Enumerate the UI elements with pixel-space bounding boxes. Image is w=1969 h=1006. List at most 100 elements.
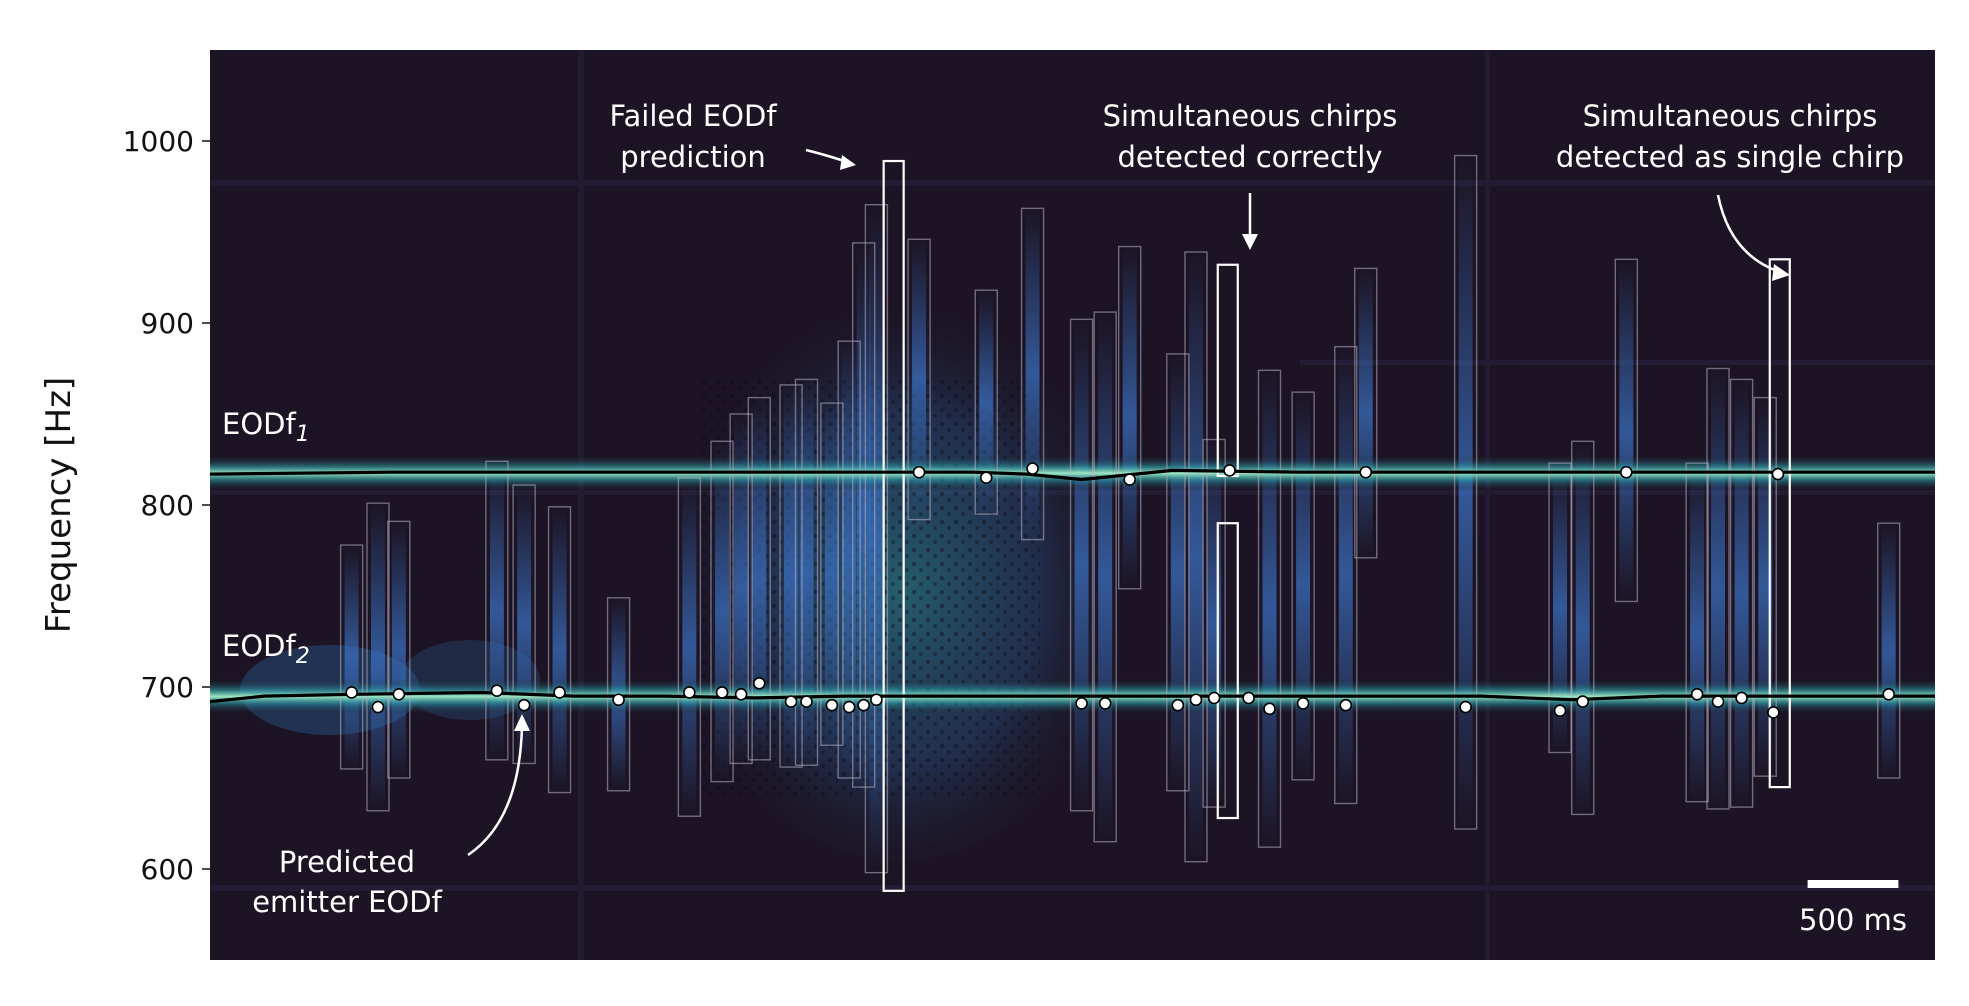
chirp-box bbox=[1571, 440, 1595, 816]
y-axis: 600 700 800 900 1000 bbox=[123, 125, 210, 886]
annotation-predicted-emitter: Predicted emitter EODf bbox=[252, 714, 530, 919]
chirp-box bbox=[1706, 367, 1730, 810]
chirp-box bbox=[1334, 345, 1358, 805]
chirp-marker bbox=[1189, 693, 1203, 707]
highlight-box bbox=[1768, 258, 1791, 789]
chirp-marker bbox=[1735, 691, 1748, 705]
chirp-glow bbox=[1881, 523, 1896, 778]
arrow-single-chirp bbox=[1716, 194, 1781, 274]
chirp-marker bbox=[1690, 687, 1704, 701]
chirp-marker bbox=[784, 695, 798, 708]
chirp-box bbox=[1685, 462, 1709, 803]
svg-text:prediction: prediction bbox=[620, 140, 766, 174]
svg-text:Simultaneous chirps: Simultaneous chirps bbox=[1103, 99, 1398, 133]
track-line-eodf1 bbox=[210, 468, 1935, 482]
chirp-box bbox=[779, 384, 803, 768]
chirp-glow bbox=[1711, 368, 1726, 809]
chirp-marker bbox=[371, 700, 385, 714]
chirp-marker bbox=[1171, 698, 1185, 712]
chirp-box bbox=[907, 238, 931, 521]
chirp-glow bbox=[1575, 441, 1590, 815]
chirp-glow bbox=[869, 204, 884, 873]
svg-text:detected correctly: detected correctly bbox=[1117, 140, 1382, 174]
chirp-markers bbox=[345, 462, 1895, 719]
chirp-box bbox=[1876, 522, 1901, 779]
chirp-box bbox=[729, 413, 753, 765]
scale-bar: 500 ms bbox=[1799, 880, 1907, 937]
chirp-marker bbox=[1296, 697, 1310, 710]
chirp-marker bbox=[345, 686, 358, 699]
chirp-box bbox=[1117, 245, 1142, 590]
series-label-eodf1: EODf1 bbox=[222, 407, 310, 447]
chirp-marker bbox=[912, 465, 926, 479]
chirp-marker bbox=[1576, 695, 1590, 708]
chirp-box bbox=[606, 597, 631, 792]
scale-bar-label: 500 ms bbox=[1799, 903, 1907, 937]
highlight-box bbox=[882, 159, 905, 892]
y-tick-label: 700 bbox=[141, 671, 194, 704]
chirp-marker bbox=[1711, 695, 1725, 708]
chirp-glow bbox=[1690, 463, 1705, 802]
chirp-glow bbox=[734, 414, 749, 764]
chirp-box bbox=[1614, 258, 1639, 603]
annotation-simultaneous-correct: Simultaneous chirps detected correctly bbox=[1103, 99, 1398, 250]
chirp-box bbox=[1093, 311, 1117, 843]
chirp-glow bbox=[1098, 312, 1113, 842]
chirp-box bbox=[1166, 353, 1190, 792]
chirp-box bbox=[1753, 396, 1777, 777]
chirp-glow bbox=[1074, 319, 1089, 811]
y-axis-title: Frequency [Hz] bbox=[39, 377, 79, 633]
chirp-box bbox=[1453, 154, 1478, 830]
chirp-marker bbox=[715, 686, 729, 699]
chirp-glow bbox=[552, 506, 567, 793]
chirp-marker bbox=[842, 700, 856, 714]
chirp-glow bbox=[1619, 259, 1634, 602]
annotation-failed-prediction: Failed EODf prediction bbox=[609, 99, 856, 174]
chirp-box bbox=[512, 484, 536, 765]
chirp-marker bbox=[825, 698, 839, 712]
y-tick-label: 900 bbox=[141, 307, 194, 340]
chirp-box bbox=[837, 340, 861, 779]
chirp-marker bbox=[1242, 691, 1255, 705]
svg-text:detected as single chirp: detected as single chirp bbox=[1556, 140, 1904, 174]
chirp-box bbox=[1184, 251, 1208, 863]
chirp-marker bbox=[870, 693, 883, 707]
chirp-box bbox=[366, 502, 390, 812]
chirp-box bbox=[339, 544, 364, 770]
chirp-box bbox=[710, 440, 734, 783]
chirp-marker bbox=[1459, 700, 1472, 714]
chirp-marker bbox=[752, 677, 766, 690]
chirp-marker bbox=[734, 687, 748, 701]
chirp-marker bbox=[392, 687, 406, 701]
chirp-box bbox=[794, 378, 819, 766]
chirp-box bbox=[974, 289, 998, 515]
chirp-glow bbox=[1338, 346, 1353, 804]
chirp-marker bbox=[979, 471, 993, 485]
highlight-box-lower bbox=[1216, 522, 1239, 820]
chirp-marker bbox=[1767, 706, 1780, 719]
chirp-glow bbox=[1122, 246, 1137, 589]
arrow-predicted-emitter bbox=[467, 724, 524, 857]
chirp-glow bbox=[370, 503, 385, 811]
chirp-box bbox=[547, 506, 572, 794]
chirp-marker bbox=[1359, 465, 1373, 479]
chirp-box bbox=[1729, 378, 1754, 808]
chirp-marker bbox=[1263, 702, 1276, 716]
y-tick-label: 1000 bbox=[123, 125, 194, 158]
chirp-marker bbox=[1223, 464, 1236, 477]
chirp-marker bbox=[553, 686, 566, 699]
chirp-marker bbox=[1098, 697, 1112, 710]
chirp-marker bbox=[1553, 704, 1567, 717]
chirp-marker bbox=[490, 684, 504, 697]
chirp-marker bbox=[1123, 473, 1136, 486]
chirp-marker bbox=[857, 698, 870, 712]
chirp-glow bbox=[1296, 392, 1311, 780]
chirp-marker bbox=[1882, 687, 1895, 701]
chirp-marker bbox=[1207, 691, 1221, 705]
svg-text:emitter EODf: emitter EODf bbox=[252, 885, 442, 919]
y-tick-label: 800 bbox=[141, 489, 194, 522]
chirp-box bbox=[677, 477, 702, 817]
chirp-glow bbox=[682, 477, 697, 817]
chirp-marker bbox=[517, 698, 531, 712]
